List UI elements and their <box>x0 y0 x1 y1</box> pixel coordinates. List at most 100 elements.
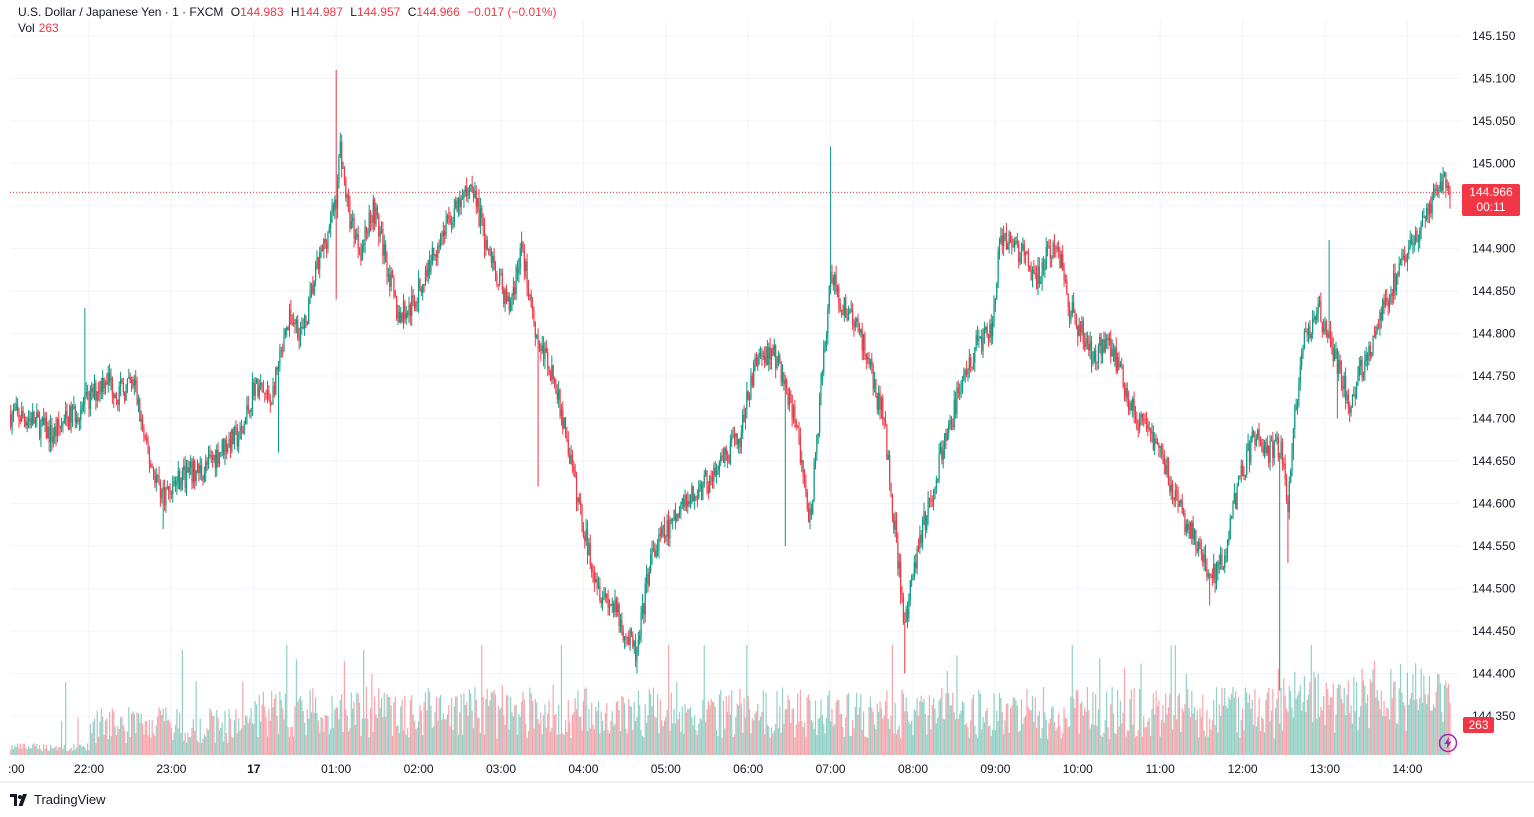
candle-body <box>942 449 944 460</box>
symbol-title[interactable]: U.S. Dollar / Japanese Yen · 1 · FXCM <box>18 5 224 19</box>
candle-body <box>73 406 75 409</box>
volume-bar <box>676 682 678 755</box>
volume-bar <box>994 730 996 755</box>
volume-bar <box>700 719 703 755</box>
volume-bar <box>1242 709 1244 755</box>
candle-body <box>486 239 488 250</box>
candle-body <box>1185 524 1187 532</box>
candle-body <box>1067 293 1069 308</box>
volume-bar <box>221 722 223 755</box>
candle-body <box>709 476 711 493</box>
candle-body <box>1274 439 1277 441</box>
candle-body <box>350 221 352 229</box>
high-label: H <box>290 5 300 19</box>
candle-body <box>972 362 975 368</box>
volume-bar <box>558 705 560 755</box>
volume-bar <box>983 722 986 755</box>
volume-bar <box>625 728 627 755</box>
candle-body <box>1383 300 1385 307</box>
candle-body <box>283 335 285 351</box>
candle-body <box>341 141 343 169</box>
volume-bar <box>34 746 37 755</box>
candle-body <box>839 303 841 311</box>
candle-body <box>206 461 208 465</box>
candle-body <box>662 524 664 529</box>
candle-body <box>1095 350 1097 362</box>
volume-bar <box>1258 698 1260 755</box>
brand-logo[interactable]: TradingView <box>10 792 106 807</box>
candle-body <box>589 542 591 566</box>
candle-body <box>954 399 957 414</box>
volume-bar <box>1067 727 1069 755</box>
volume-bar <box>49 744 52 755</box>
volume-bar <box>569 721 571 755</box>
candle-body <box>871 358 873 367</box>
candle-body <box>1139 422 1141 430</box>
candle-body <box>615 599 617 613</box>
volume-bar <box>927 715 929 755</box>
volume-bar <box>695 729 697 755</box>
price-axis[interactable]: 145.150145.100145.050145.000144.950144.9… <box>1472 29 1516 723</box>
candle-body <box>816 435 818 454</box>
candle-body <box>878 392 880 410</box>
candle-body <box>132 379 134 387</box>
volume-bar <box>856 692 858 755</box>
volume-bar <box>434 712 436 755</box>
volume-bar <box>556 734 558 755</box>
volume-bar <box>667 645 670 755</box>
candle-body <box>541 345 543 352</box>
volume-bar <box>699 718 701 755</box>
candle-body <box>1419 230 1421 242</box>
candle-body <box>674 509 677 521</box>
candle-body <box>1005 232 1007 250</box>
candle-body <box>1211 574 1213 579</box>
candle-body <box>150 463 152 468</box>
volume-bar <box>967 727 969 755</box>
volume-bar <box>95 742 97 755</box>
volume-bar <box>677 719 679 755</box>
volume-bar <box>360 736 362 755</box>
volume-bar <box>1394 681 1396 755</box>
volume-bar <box>1198 737 1200 755</box>
volume-bar <box>435 696 438 755</box>
candle-body <box>449 218 451 224</box>
candle-body <box>1018 243 1020 263</box>
volume-bar <box>1100 735 1102 755</box>
volume-bar <box>1195 720 1197 755</box>
volume-bar <box>1299 685 1301 755</box>
volume-bar <box>721 738 723 755</box>
candle-body <box>419 279 421 289</box>
volume-bar <box>639 704 641 755</box>
candle-body <box>983 329 986 334</box>
lightning-icon[interactable] <box>1438 733 1458 753</box>
volume-bar <box>1192 713 1194 755</box>
volume-bar <box>930 729 932 755</box>
candle-body <box>582 525 584 537</box>
candle-body <box>979 337 981 339</box>
time-axis[interactable]: :00 22:00 23:00 17 01:00 02:00 03:00 04:00 05:00… <box>8 762 1423 776</box>
candle-body <box>688 501 690 505</box>
volume-bar <box>431 727 433 755</box>
time-tick-label: 10:00 <box>1063 762 1093 776</box>
candle-body <box>569 455 571 464</box>
candle-body <box>824 342 826 349</box>
candle-body <box>265 393 267 395</box>
candle-body <box>198 463 200 474</box>
volume-bar <box>621 695 623 755</box>
candle-body <box>772 348 774 356</box>
volume-bar <box>264 706 266 755</box>
volume-label[interactable]: Vol <box>18 21 35 35</box>
volume-bar <box>1147 721 1149 755</box>
candle-body <box>622 631 624 641</box>
price-tick-label: 144.650 <box>1472 454 1516 468</box>
volume-bar <box>69 749 71 755</box>
volume-bar <box>438 698 440 755</box>
tradingview-logo-icon <box>10 793 27 806</box>
candle-body <box>1235 493 1237 509</box>
volume-bar <box>851 719 854 755</box>
candle-body <box>433 247 435 256</box>
candle-body <box>905 609 907 623</box>
candle-body <box>1296 401 1299 406</box>
volume-bar <box>765 692 767 755</box>
